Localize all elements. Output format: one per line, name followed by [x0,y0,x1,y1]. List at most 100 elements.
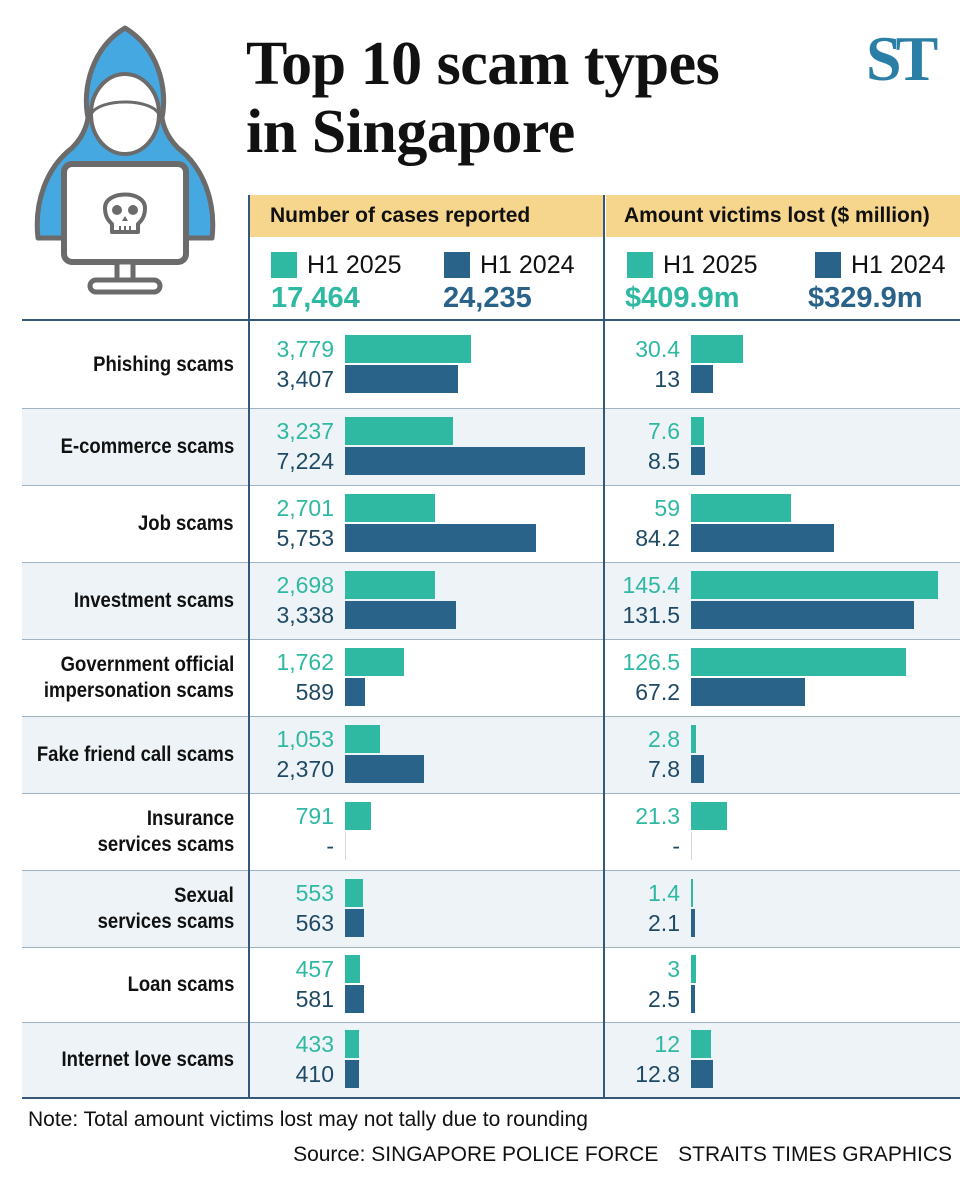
amount-panel-header: Amount victims lost ($ million) [606,195,960,237]
legend-h1-2025-cases: H1 2025 [271,250,402,280]
title-line-2: in Singapore [246,98,575,166]
legend-label-h1-2025: H1 2025 [663,250,758,279]
data-label: 553 [295,879,334,906]
category-label-line: Sexual [174,883,234,907]
legend-label-h1-2024: H1 2024 [480,250,575,279]
bar [691,878,694,907]
category-label-line: E-commerce scams [60,434,234,458]
data-label: 1,053 [276,725,334,752]
data-label: 2.1 [648,909,680,936]
data-label: 84.2 [635,524,680,551]
total-cases-h1-2025: 17,464 [271,282,360,314]
bar [345,600,456,629]
bar [345,878,364,907]
row-background [22,716,960,793]
bar [345,334,471,363]
swatch-h1-2025 [271,252,297,278]
data-label: 145.4 [622,571,680,598]
total-cases-h1-2024: 24,235 [443,282,532,314]
category-label: Phishing scams [22,321,234,408]
source-line: Source: SINGAPORE POLICE FORCE STRAITS T… [279,1143,952,1167]
category-label-line: impersonation scams [44,678,234,702]
category-label-line: Insurance [146,806,234,830]
data-label: 8.5 [648,447,680,474]
data-label: 433 [295,1030,334,1057]
swatch-h1-2024 [815,252,841,278]
hooded-hacker-icon [34,25,216,295]
header-divider [22,319,960,321]
bar [691,493,792,522]
data-label: 589 [295,678,334,705]
row-separator [22,793,960,794]
bar [691,523,835,552]
credit-text: STRAITS TIMES GRAPHICS [678,1143,952,1166]
row-background [22,1022,960,1097]
total-amount-h1-2024: $329.9m [808,282,923,314]
category-label: E-commerce scams [22,408,234,485]
category-label: Fake friend call scams [22,716,234,793]
data-label: 5,753 [276,524,334,551]
category-label: Insurance services scams [22,793,234,870]
skull-icon [103,192,147,234]
category-label-line: Job scams [138,511,234,535]
bar [345,493,435,522]
data-label: - [672,832,680,859]
data-label: 457 [295,955,334,982]
source-text: Source: SINGAPORE POLICE FORCE [293,1143,659,1166]
data-label: 21.3 [635,802,680,829]
bar [691,570,938,599]
data-label: 12 [654,1030,680,1057]
chart-bottom-divider [22,1097,960,1099]
cases-panel-header: Number of cases reported [248,195,603,237]
data-label: 13 [654,365,680,392]
bar [345,677,365,706]
legend-h1-2024-cases: H1 2024 [444,250,575,280]
bar [345,523,537,552]
bar [345,364,459,393]
data-label: 7.8 [648,755,680,782]
data-label: 59 [654,494,680,521]
bar [345,446,585,475]
row-separator [22,870,960,871]
data-label: 2,370 [276,755,334,782]
category-label-line: Investment scams [73,588,234,612]
bar [345,954,361,983]
row-separator [22,947,960,948]
category-label-line: services scams [97,832,234,856]
bar [691,984,696,1013]
category-label: Investment scams [22,562,234,639]
data-label: 30.4 [635,335,680,362]
bar [691,364,714,393]
data-label: 2,698 [276,571,334,598]
data-label: 1.4 [648,879,680,906]
cases-axis-line [248,195,250,1099]
category-label-line: Internet love scams [61,1047,234,1071]
footnote: Note: Total amount victims lost may not … [28,1108,588,1131]
bar-empty [345,831,346,860]
data-label: 791 [295,802,334,829]
bar [345,984,365,1013]
legend-h1-2024-amount: H1 2024 [815,250,946,280]
bar [345,647,404,676]
data-label: 3,237 [276,417,334,444]
category-label: Loan scams [22,947,234,1022]
bar [691,1029,712,1058]
bar [691,600,915,629]
bar [345,416,453,445]
bar-empty [691,831,692,860]
row-separator [22,485,960,486]
bar [345,724,380,753]
title-line-1: Top 10 scam types [246,30,720,98]
swatch-h1-2025 [627,252,653,278]
row-separator [22,1022,960,1023]
bar [691,647,906,676]
bar [691,954,697,983]
data-label: 410 [295,1060,334,1087]
category-label: Internet love scams [22,1022,234,1097]
bar [691,334,743,363]
straits-times-logo: ST [866,23,938,94]
row-separator [22,716,960,717]
bar [691,724,696,753]
bar [691,416,704,445]
bar [691,908,695,937]
